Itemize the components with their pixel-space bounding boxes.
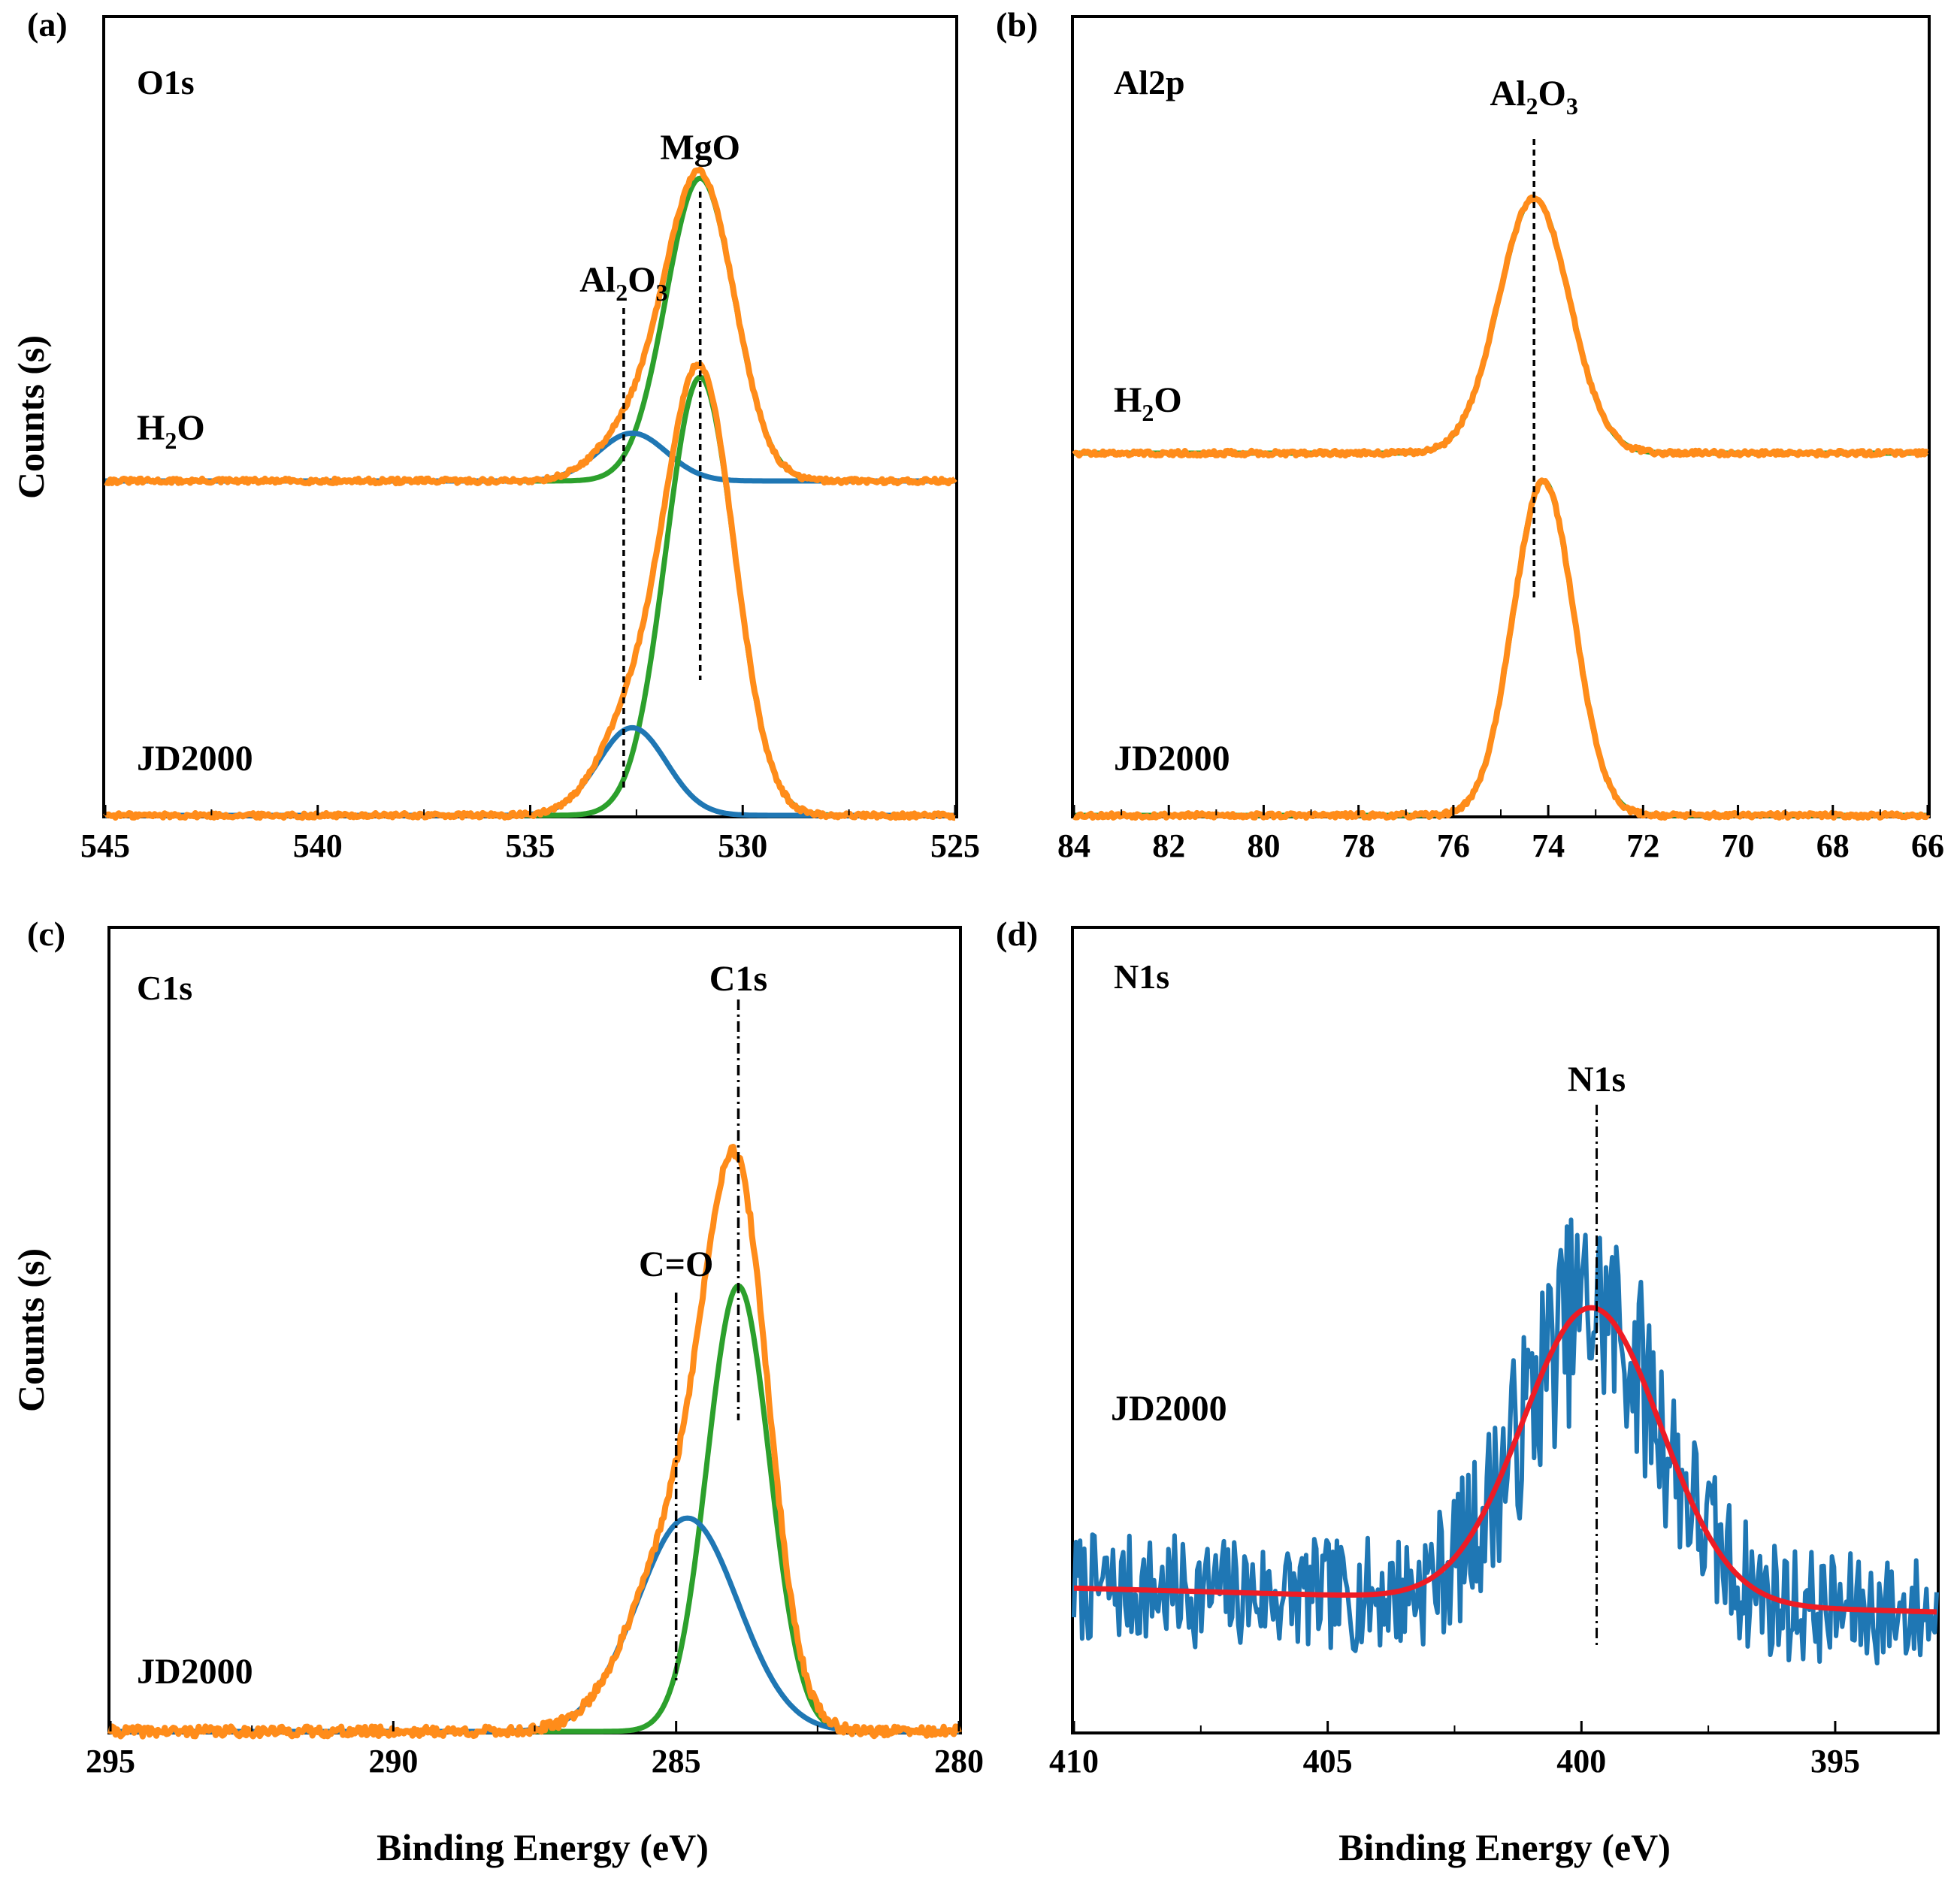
- sample-label-c-0: JD2000: [137, 1652, 253, 1692]
- panel-b-ticks: 84 82 80 78 76 74 72 70 68 66: [1057, 805, 1944, 864]
- component-b-0-0: [1074, 195, 1928, 456]
- x-tick-label-a-4: 525: [930, 827, 980, 864]
- panel-label-d: (d): [996, 915, 1038, 953]
- x-tick-label-b-9: 66: [1911, 827, 1944, 864]
- x-tick-label-c-1: 290: [368, 1743, 418, 1780]
- x-tick-label-b-1: 82: [1152, 827, 1185, 864]
- panel-c-ticks: 295 290 285 280: [86, 1721, 984, 1780]
- panel-a: (a) O1s H2O JD2000 MgO Al2O3 545 540 535 530 52…: [10, 5, 980, 864]
- panel-label-c: (c): [27, 915, 65, 953]
- panel-b-plot: H2O JD2000 Al2O3: [1072, 74, 1931, 821]
- x-tick-label-d-3: 395: [1810, 1743, 1860, 1780]
- panel-a-ticks: 545 540 535 530 525: [80, 805, 980, 864]
- panel-label-a: (a): [27, 5, 68, 44]
- ylabel-c: Counts (s): [10, 1248, 52, 1412]
- panel-b-frame: [1071, 15, 1931, 818]
- x-tick-label-c-2: 285: [652, 1743, 701, 1780]
- envelope-a-0: [104, 166, 957, 487]
- peak-label-c-1: C=O: [639, 1244, 713, 1284]
- x-tick-label-b-5: 74: [1532, 827, 1565, 864]
- component-a-0-0: [105, 175, 955, 484]
- panel-c: (c) C1s JD2000 C1s C=O 295 290 285 280 Counts…: [10, 915, 984, 1868]
- panel-d: (d) N1s JD2000 N1s 410 405 400 395 Binding E…: [996, 915, 1940, 1868]
- x-tick-label-a-2: 535: [506, 827, 555, 864]
- envelope-b-0: [1072, 194, 1929, 459]
- sample-label-d-0: JD2000: [1111, 1389, 1227, 1429]
- x-tick-label-a-0: 545: [80, 827, 130, 864]
- x-tick-label-b-6: 72: [1626, 827, 1659, 864]
- region-label-c: C1s: [137, 969, 192, 1007]
- region-label-a: O1s: [137, 63, 195, 101]
- x-tick-label-b-4: 76: [1437, 827, 1470, 864]
- x-tick-label-d-0: 410: [1049, 1743, 1099, 1780]
- panel-label-b: (b): [996, 5, 1038, 44]
- panel-d-plot: JD2000 N1s: [1072, 1060, 1939, 1666]
- x-tick-label-d-2: 400: [1556, 1743, 1606, 1780]
- ylabel-a: Counts (s): [10, 335, 52, 499]
- sample-label-b-0: H2O: [1114, 380, 1182, 426]
- peak-label-a-1: Al2O3: [579, 260, 667, 306]
- x-tick-label-b-7: 70: [1722, 827, 1755, 864]
- region-label-b: Al2p: [1114, 63, 1185, 101]
- x-tick-label-b-0: 84: [1057, 827, 1090, 864]
- panel-b: (b) Al2p H2O JD2000 Al2O3 84 82 80 78 76 74 72 70…: [996, 5, 1944, 864]
- region-label-d: N1s: [1114, 957, 1169, 996]
- n1s-raw-trace: [1072, 1217, 1939, 1666]
- sample-label-a-1: JD2000: [137, 739, 253, 779]
- x-tick-label-b-2: 80: [1247, 827, 1280, 864]
- x-tick-label-a-1: 540: [293, 827, 343, 864]
- n1s-fit-trace: [1073, 1305, 1937, 1615]
- x-tick-label-b-3: 78: [1342, 827, 1375, 864]
- peak-label-a-0: MgO: [660, 128, 740, 168]
- envelope-c-0: [107, 1144, 962, 1740]
- peak-label-d-0: N1s: [1568, 1060, 1626, 1099]
- panel-a-plot: H2O JD2000 MgO Al2O3: [103, 128, 957, 821]
- peak-label-c-0: C1s: [709, 959, 767, 999]
- peak-label-b-0: Al2O3: [1490, 74, 1578, 119]
- component-c-0-1: [110, 1515, 959, 1734]
- component-a-0-1: [105, 430, 955, 484]
- x-tick-label-b-8: 68: [1816, 827, 1850, 864]
- x-tick-label-d-1: 405: [1303, 1743, 1353, 1780]
- x-tick-label-c-3: 280: [934, 1743, 984, 1780]
- xlabel-d: Binding Energy (eV): [1338, 1826, 1671, 1868]
- panel-a-frame: [102, 15, 958, 818]
- x-tick-label-c-0: 295: [86, 1743, 135, 1780]
- xlabel-c: Binding Energy (eV): [377, 1826, 709, 1868]
- panel-c-plot: JD2000 C1s C=O: [107, 959, 962, 1740]
- sample-label-b-1: JD2000: [1114, 739, 1230, 779]
- panel-c-frame: [107, 926, 962, 1734]
- x-tick-label-a-3: 530: [718, 827, 767, 864]
- panel-d-ticks: 410 405 400 395: [1049, 1721, 1860, 1780]
- panel-d-frame: [1071, 926, 1940, 1734]
- sample-label-a-0: H2O: [137, 408, 205, 454]
